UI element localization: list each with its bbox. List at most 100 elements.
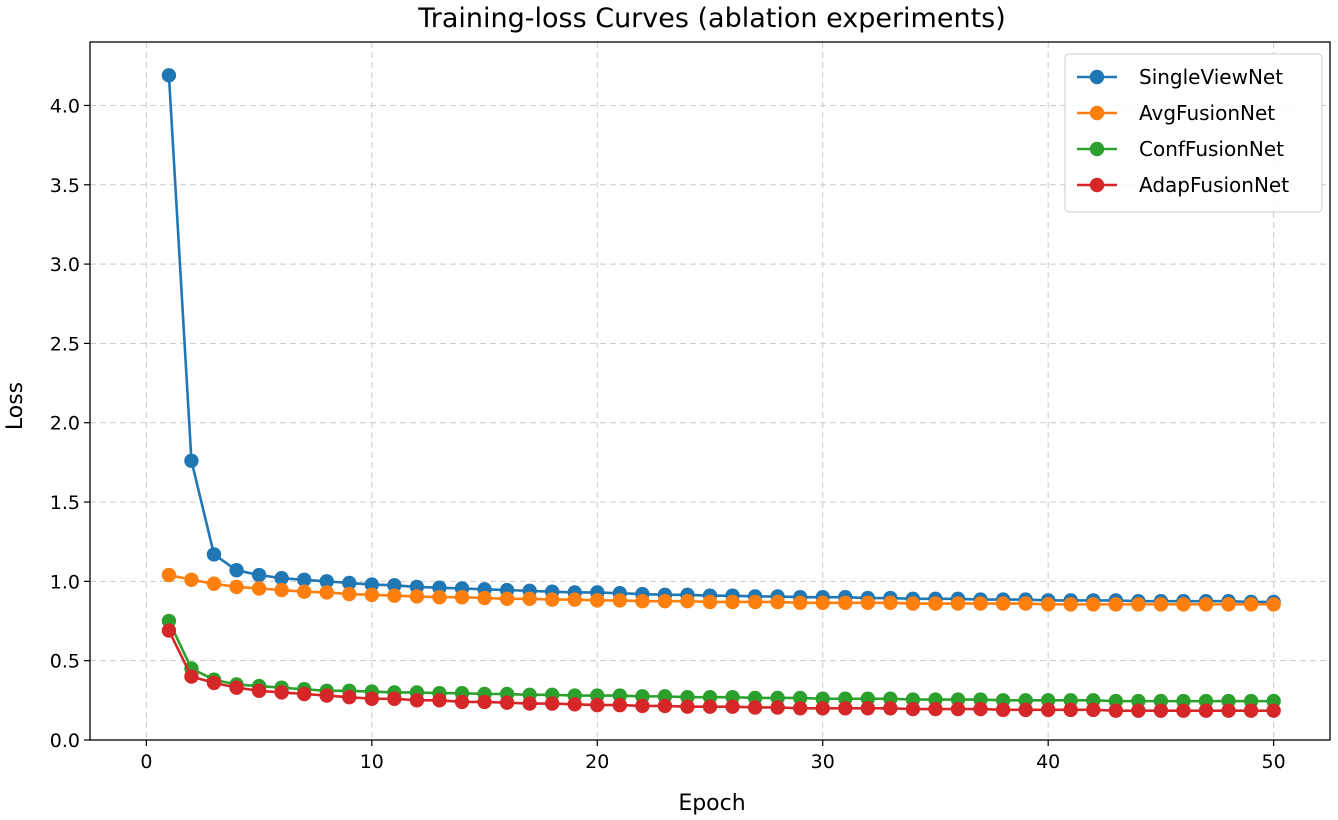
y-axis-title: Loss [3,382,28,430]
legend-marker [1089,177,1105,193]
data-point-avgfusionnet [950,596,966,611]
data-point-adapfusionnet [387,691,402,706]
data-point-adapfusionnet [883,701,898,716]
data-point-avgfusionnet [1243,597,1259,612]
series-adapfusionnet [161,623,1281,718]
data-point-adapfusionnet [184,669,199,684]
data-point-avgfusionnet [544,592,560,607]
data-point-adapfusionnet [296,686,312,702]
data-point-avgfusionnet [477,590,492,606]
data-point-avgfusionnet [499,591,515,607]
data-point-avgfusionnet [973,596,988,611]
data-point-singleviewnet [274,570,289,586]
x-tick-label: 40 [1036,751,1060,773]
data-point-adapfusionnet [477,694,492,710]
data-point-singleviewnet [251,567,267,583]
data-point-singleviewnet [387,578,402,593]
data-point-avgfusionnet [274,582,289,598]
data-point-avgfusionnet [567,592,582,607]
data-point-avgfusionnet [1176,597,1191,612]
chart-title: Training-loss Curves (ablation experimen… [417,3,1006,34]
data-point-adapfusionnet [590,697,605,713]
data-point-singleviewnet [319,574,334,589]
data-point-adapfusionnet [1108,703,1124,718]
data-point-adapfusionnet [1176,703,1191,718]
data-point-adapfusionnet [1086,702,1101,718]
data-point-adapfusionnet [544,696,560,711]
data-point-avgfusionnet [770,594,785,610]
data-point-adapfusionnet [1243,703,1259,718]
data-point-avgfusionnet [747,594,763,610]
data-point-adapfusionnet [454,694,470,710]
data-point-adapfusionnet [409,693,425,708]
data-point-adapfusionnet [206,675,222,691]
data-point-adapfusionnet [950,701,966,717]
y-tick-label: 0.5 [50,651,80,673]
data-point-singleviewnet [184,453,199,468]
data-point-avgfusionnet [184,572,199,587]
data-point-adapfusionnet [702,699,718,714]
data-point-avgfusionnet [1153,597,1169,612]
data-point-adapfusionnet [1198,703,1214,718]
legend-box [1064,53,1323,213]
data-point-avgfusionnet [364,587,380,603]
data-point-avgfusionnet [206,576,222,591]
data-point-adapfusionnet [612,697,628,713]
legend-item-conffusionnet: ConfFusionNet [1077,137,1284,161]
data-point-avgfusionnet [635,593,650,609]
data-point-adapfusionnet [973,701,988,717]
data-point-singleviewnet [161,68,177,83]
legend: SingleViewNet AvgFusionNet ConfFusionNet Ad… [1064,53,1323,213]
data-point-avgfusionnet [432,590,447,605]
data-point-adapfusionnet [229,680,244,695]
data-point-avgfusionnet [1198,597,1214,612]
y-tick-label: 0.0 [50,730,80,752]
data-point-singleviewnet [229,563,244,578]
legend-marker [1089,69,1105,85]
data-point-avgfusionnet [657,593,673,609]
data-point-avgfusionnet [725,594,740,610]
data-point-singleviewnet [206,547,222,562]
data-point-avgfusionnet [319,585,334,600]
data-point-adapfusionnet [770,700,785,715]
legend-marker [1089,105,1105,121]
y-tick-label: 4.0 [50,95,80,117]
data-point-avgfusionnet [161,567,177,583]
data-point-avgfusionnet [1266,597,1281,612]
data-point-singleviewnet [364,577,380,592]
data-point-singleviewnet [296,572,312,587]
data-point-avgfusionnet [815,595,830,610]
data-point-avgfusionnet [1108,597,1124,612]
data-point-adapfusionnet [635,698,650,714]
data-point-avgfusionnet [883,595,898,610]
data-point-adapfusionnet [905,701,921,717]
data-point-singleviewnet [342,575,357,591]
data-point-avgfusionnet [522,591,537,607]
data-point-avgfusionnet [251,581,267,596]
data-point-adapfusionnet [792,701,808,716]
data-point-adapfusionnet [342,689,357,705]
series-avgfusionnet [161,567,1281,612]
data-point-adapfusionnet [995,702,1011,718]
legend-label: AvgFusionNet [1139,101,1275,125]
legend-marker [1089,141,1105,157]
data-point-avgfusionnet [928,596,943,611]
axes: 0 10 20 30 40 50 0.0 0.5 1.0 1.5 2.0 2.5 3.0 3.5 4.0 [50,95,1286,773]
data-point-adapfusionnet [1040,702,1056,718]
data-point-avgfusionnet [409,589,425,604]
y-tick-label: 1.0 [50,571,80,593]
x-tick-label: 10 [360,751,384,773]
legend-label: ConfFusionNet [1139,137,1284,161]
y-tick-label: 2.5 [50,333,80,355]
data-point-avgfusionnet [905,596,921,611]
x-axis-title: Epoch [678,791,745,816]
plot-frame [89,41,1331,741]
x-tick-label: 20 [585,751,609,773]
data-point-avgfusionnet [1131,597,1146,612]
data-point-avgfusionnet [995,596,1011,611]
x-tick-label: 50 [1262,751,1286,773]
data-point-adapfusionnet [567,697,582,712]
data-point-avgfusionnet [296,584,312,599]
plot-series [161,68,1281,718]
